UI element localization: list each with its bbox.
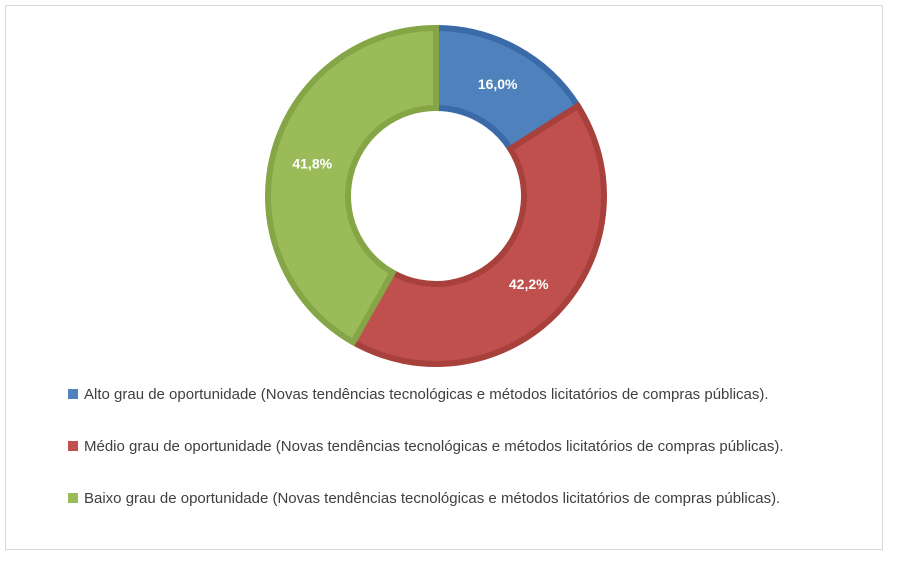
donut-slice-medio: [349, 101, 607, 367]
legend-swatch-baixo: [68, 493, 78, 503]
legend-label-baixo: Baixo grau de oportunidade (Novas tendên…: [84, 489, 781, 507]
legend-swatch-medio: [68, 441, 78, 451]
data-label-baixo: 41,8%: [292, 155, 332, 171]
data-label-alto: 16,0%: [478, 76, 518, 92]
data-label-medio: 42,2%: [509, 276, 549, 292]
legend-item-alto: Alto grau de oportunidade (Novas tendênc…: [68, 384, 868, 404]
chart-frame: 16,0% 42,2% 41,8% Alto grau de oportunidad…: [5, 5, 883, 550]
legend-swatch-alto: [68, 389, 78, 399]
legend-item-medio: Médio grau de oportunidade (Novas tendên…: [68, 436, 868, 456]
donut-slice-baixo: [265, 24, 439, 347]
legend-label-alto: Alto grau de oportunidade (Novas tendênc…: [84, 385, 769, 403]
donut-chart: 16,0% 42,2% 41,8%: [265, 24, 607, 367]
legend: Alto grau de oportunidade (Novas tendênc…: [68, 384, 868, 540]
legend-item-baixo: Baixo grau de oportunidade (Novas tendên…: [68, 488, 868, 508]
legend-label-medio: Médio grau de oportunidade (Novas tendên…: [84, 437, 784, 455]
